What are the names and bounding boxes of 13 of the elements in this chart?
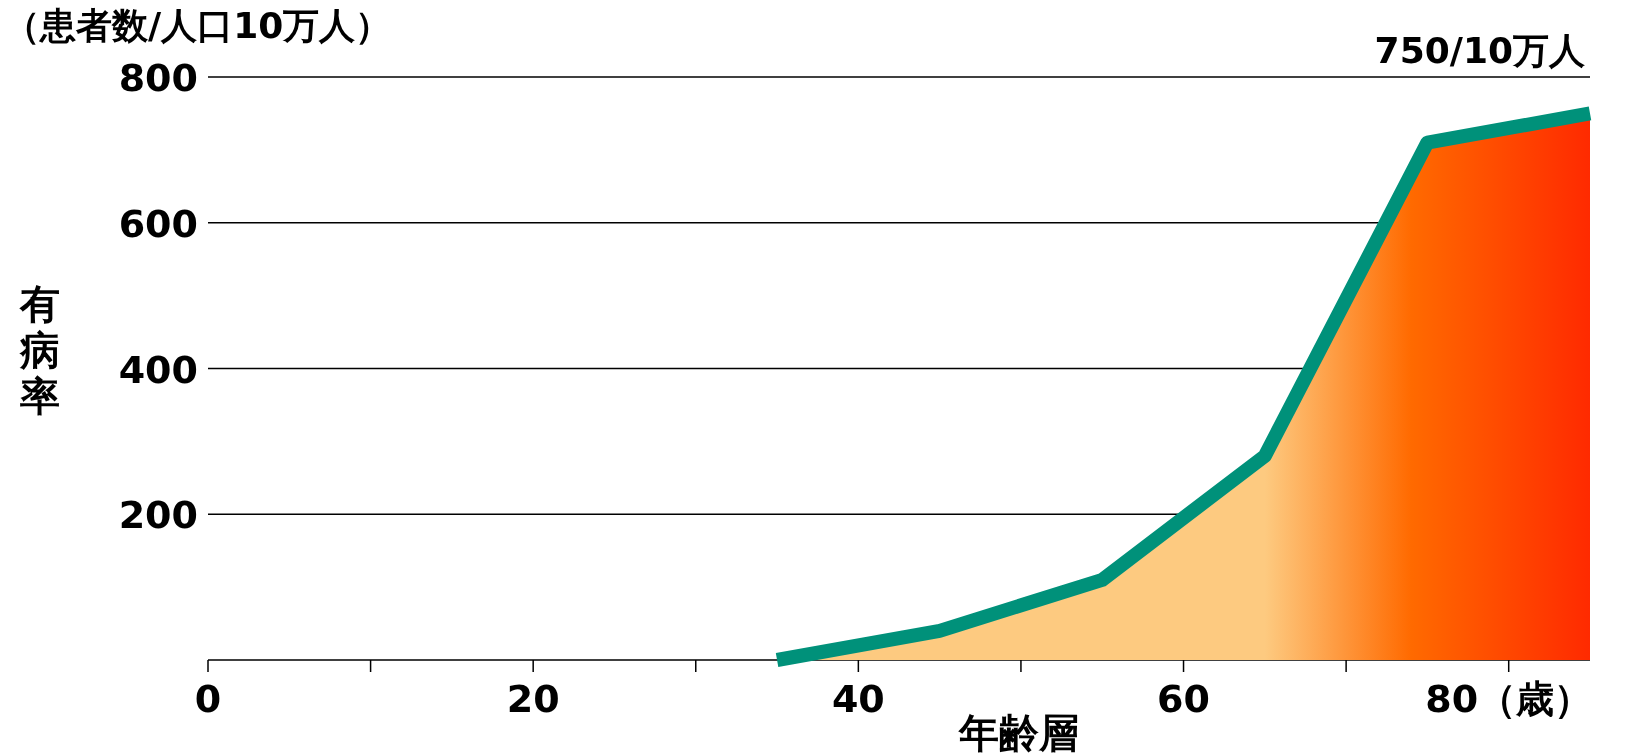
y-tick-label: 200: [118, 493, 198, 538]
y-tick-label: 600: [118, 201, 198, 246]
x-tick-label: 0: [194, 677, 222, 721]
chart-title: （患者数/人口10万人）: [4, 5, 392, 46]
y-tick-label: 400: [118, 347, 198, 392]
x-tick-label: 80（歳）: [1425, 677, 1593, 721]
y-tick-label: 800: [118, 56, 198, 100]
annotation: 750/10万人: [1374, 30, 1585, 72]
y-axis-title: 有病率: [19, 281, 60, 419]
x-tick-label: 40: [831, 677, 885, 721]
x-tick-label: 60: [1157, 677, 1210, 721]
x-tick-label: 20: [506, 677, 560, 721]
x-axis-title: 年齢層: [958, 710, 1079, 755]
